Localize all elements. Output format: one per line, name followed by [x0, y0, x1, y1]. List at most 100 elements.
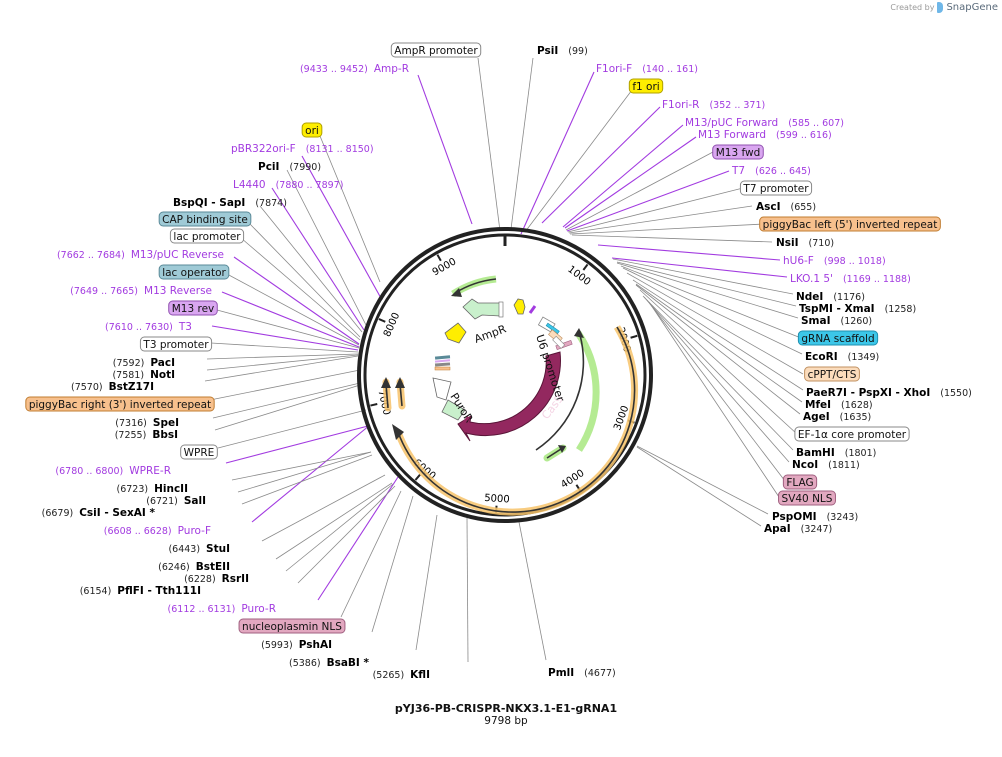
feature-ampr-promoter-arrow[interactable]	[513, 298, 526, 315]
enzyme-name: SpeI	[153, 417, 179, 429]
enzyme-label[interactable]: TspMI - XmaI (1258)	[799, 303, 916, 315]
feature-label[interactable]: piggyBac right (3') inverted repeat	[25, 396, 215, 412]
enzyme-label[interactable]: AscI (655)	[756, 201, 816, 213]
feature-label[interactable]: AmpR promoter	[390, 42, 482, 58]
enzyme-label[interactable]: (5386) BsaBI *	[289, 657, 369, 669]
primer-label[interactable]: F1ori-R (352 .. 371)	[662, 99, 765, 111]
feature-label-text: AmpR promoter	[394, 45, 478, 57]
feature-label[interactable]: M13 fwd	[712, 144, 764, 160]
enzyme-position: (6228)	[184, 574, 216, 585]
feature-label[interactable]: ori	[301, 122, 323, 138]
primer-label[interactable]: (6112 .. 6131) Puro-R	[168, 603, 276, 615]
feature-label[interactable]: M13 rev	[168, 300, 218, 316]
enzyme-label[interactable]: (6154) PflFI - Tth111I	[80, 585, 201, 597]
enzyme-label[interactable]: (6228) RsrII	[184, 573, 249, 585]
leader-line	[231, 451, 372, 481]
primer-label[interactable]: hU6-F (998 .. 1018)	[783, 255, 886, 267]
feature-label[interactable]: FLAG	[782, 474, 818, 490]
feature-cluster-u6[interactable]	[537, 316, 566, 349]
feature-label[interactable]: cPPT/CTS	[804, 366, 860, 382]
enzyme-label[interactable]: MfeI (1628)	[805, 399, 873, 411]
feature-arc-green-top[interactable]	[451, 275, 497, 297]
svg-text:EcoRI(1349): EcoRI (1349)	[805, 351, 879, 363]
feature-label-box	[712, 144, 764, 160]
primer-label[interactable]: (7610 .. 7630) T3	[105, 321, 192, 333]
leader-line	[275, 482, 393, 560]
primer-label[interactable]: LKO.1 5' (1169 .. 1188)	[790, 273, 911, 285]
primer-label[interactable]: F1ori-F (140 .. 161)	[596, 63, 698, 75]
enzyme-label[interactable]: BamHI (1801)	[796, 447, 876, 459]
enzyme-label[interactable]: PmlI (4677)	[548, 667, 616, 679]
enzyme-label[interactable]: (6679) CsiI - SexAI *	[42, 507, 156, 519]
feature-ori[interactable]	[444, 322, 467, 344]
leader-line	[566, 170, 730, 232]
primer-label[interactable]: pBR322ori-F (8131 .. 8150)	[231, 143, 374, 155]
svg-text:(6443)StuI: (6443) StuI	[168, 543, 230, 555]
enzyme-label[interactable]: NcoI (1811)	[792, 459, 860, 471]
svg-text:L4440(7880 .. 7897): L4440 (7880 .. 7897)	[233, 179, 343, 191]
primer-range: (6112 .. 6131)	[168, 604, 236, 615]
feature-label[interactable]: lac operator	[158, 264, 230, 280]
enzyme-label[interactable]: (7592) PacI	[113, 357, 175, 369]
enzyme-label[interactable]: (7316) SpeI	[115, 417, 179, 429]
enzyme-name: MfeI	[805, 399, 831, 411]
leader-line	[635, 283, 803, 403]
primer-label[interactable]: M13/pUC Forward (585 .. 607)	[685, 117, 844, 129]
feature-label[interactable]: EF-1α core promoter	[794, 426, 910, 442]
enzyme-label[interactable]: AgeI (1635)	[803, 411, 871, 423]
enzyme-label[interactable]: SmaI (1260)	[801, 315, 872, 327]
enzyme-label[interactable]: EcoRI (1349)	[805, 351, 879, 363]
enzyme-label[interactable]: (6443) StuI	[168, 543, 230, 555]
feature-label[interactable]: piggyBac left (5') inverted repeat	[759, 216, 941, 232]
primer-label[interactable]: M13 Forward (599 .. 616)	[698, 129, 832, 141]
tick-mark	[436, 254, 442, 262]
feature-arc-orange-short-1[interactable]	[381, 377, 392, 412]
enzyme-position: (1635)	[840, 412, 872, 423]
feature-label[interactable]: T3 promoter	[139, 336, 213, 352]
feature-label[interactable]: WPRE	[180, 444, 218, 460]
enzyme-label[interactable]: BspQI - SapI (7874)	[173, 197, 287, 209]
primer-label[interactable]: (9433 .. 9452) Amp-R	[300, 63, 409, 75]
primer-label[interactable]: L4440 (7880 .. 7897)	[233, 179, 343, 191]
feature-label[interactable]: gRNA scaffold	[797, 330, 879, 346]
primer-label[interactable]: T7 (626 .. 645)	[731, 165, 811, 177]
enzyme-label[interactable]: PspOMI (3243)	[772, 511, 858, 523]
feature-puror[interactable]	[441, 399, 466, 421]
feature-ampr[interactable]	[462, 298, 504, 320]
feature-wpre[interactable]	[432, 377, 452, 401]
enzyme-label[interactable]: (6721) SalI	[146, 495, 206, 507]
enzyme-label[interactable]: NdeI (1176)	[796, 291, 865, 303]
svg-text:AscI(655): AscI (655)	[756, 201, 816, 213]
enzyme-label[interactable]: NsiI (710)	[776, 237, 834, 249]
feature-label[interactable]: f1 ori	[628, 78, 664, 94]
feature-label[interactable]: nucleoplasmin NLS	[238, 618, 346, 634]
enzyme-label[interactable]: (7581) NotI	[112, 369, 175, 381]
feature-label[interactable]: CAP binding site	[158, 211, 252, 227]
feature-label[interactable]: lac promoter	[169, 228, 245, 244]
enzyme-label[interactable]: PaeR7I - PspXI - XhoI (1550)	[806, 387, 972, 399]
primer-label[interactable]: (7662 .. 7684) M13/pUC Reverse	[57, 249, 224, 261]
feature-arc-green-small[interactable]	[543, 444, 567, 462]
enzyme-label[interactable]: (6246) BstEII	[158, 561, 230, 573]
leader-line	[568, 205, 753, 234]
feature-cluster-lac[interactable]	[434, 355, 451, 371]
enzyme-label[interactable]: PsiI (99)	[537, 45, 588, 57]
enzyme-label[interactable]: (7570) BstZ17I	[71, 381, 154, 393]
svg-text:ApaI(3247): ApaI (3247)	[764, 523, 832, 535]
enzyme-label[interactable]: (7255) BbsI	[115, 429, 178, 441]
primer-label[interactable]: (6608 .. 6628) Puro-F	[104, 525, 211, 537]
feature-label[interactable]: SV40 NLS	[778, 490, 836, 506]
feature-arc-orange-short-2[interactable]	[395, 377, 406, 410]
feature-label[interactable]: T7 promoter	[739, 180, 813, 196]
feature-arc-orange-outer[interactable]	[392, 325, 639, 516]
leader-line	[524, 89, 633, 233]
enzyme-label[interactable]: (5265) KflI	[373, 669, 430, 681]
enzyme-label[interactable]: (5993) PshAI	[261, 639, 332, 651]
feature-arc-green-right[interactable]	[535, 328, 600, 452]
tick-mark	[414, 474, 421, 481]
primer-label[interactable]: (7649 .. 7665) M13 Reverse	[70, 285, 212, 297]
enzyme-label[interactable]: ApaI (3247)	[764, 523, 832, 535]
enzyme-label[interactable]: (6723) HincII	[117, 483, 189, 495]
primer-label[interactable]: (6780 .. 6800) WPRE-R	[55, 465, 171, 477]
enzyme-label[interactable]: PciI (7990)	[258, 161, 321, 173]
